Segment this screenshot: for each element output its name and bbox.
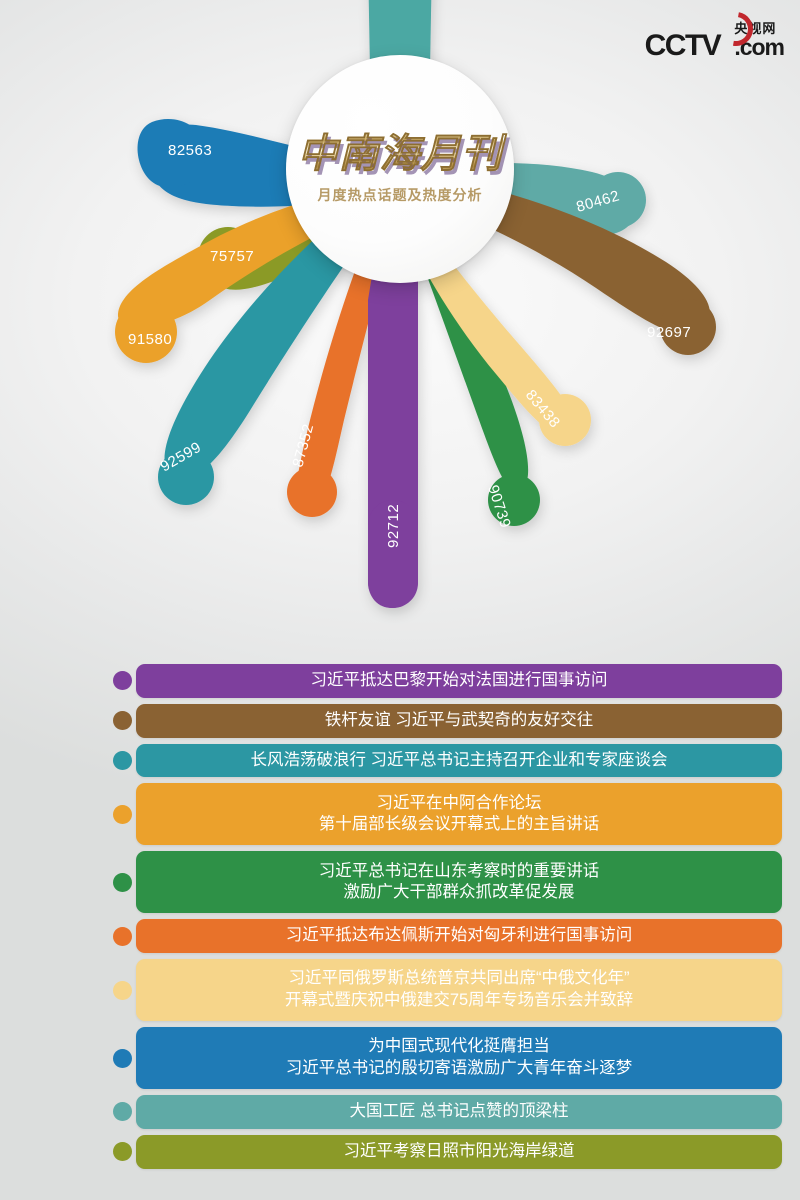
cctv-chinese-name: 央视网 (734, 21, 777, 36)
legend-bar[interactable]: 习近平抵达巴黎开始对法国进行国事访问 (136, 664, 782, 698)
petal-92599 (164, 196, 382, 480)
legend-bar[interactable]: 为中国式现代化挺膺担当 习近平总书记的殷切寄语激励广大青年奋斗逐梦 (136, 1027, 782, 1090)
legend-list: 习近平抵达巴黎开始对法国进行国事访问 铁杆友谊 习近平与武契奇的友好交往 长风浩荡破… (0, 664, 800, 1175)
petal-92712-cap (368, 500, 418, 608)
page-title: 中南海月刊 (297, 131, 503, 176)
petal-83438-cap (539, 394, 591, 446)
legend-bar[interactable]: 大国工匠 总书记点赞的顶梁柱 (136, 1095, 782, 1129)
legend-dot-icon (113, 980, 132, 1000)
legend-bar[interactable]: 习近平考察日照市阳光海岸绿道 (136, 1134, 782, 1169)
title-disc: 中南海月刊 月度热点话题及热度分析 (286, 55, 514, 283)
legend-dot-icon (113, 926, 132, 946)
legend-row[interactable]: 习近平在中阿合作论坛 第十届部长级会议开幕式上的主旨讲话 (0, 783, 800, 846)
legend-dot-icon (113, 804, 132, 824)
legend-bar[interactable]: 习近平在中阿合作论坛 第十届部长级会议开幕式上的主旨讲话 (136, 783, 782, 846)
page-subtitle: 月度热点话题及热度分析 (317, 187, 483, 203)
petal-82563-cap (137, 118, 206, 188)
petal-92599-cap (158, 449, 214, 505)
legend-row[interactable]: 习近平抵达布达佩斯开始对匈牙利进行国事访问 (0, 919, 800, 954)
legend-row[interactable]: 铁杆友谊 习近平与武契奇的友好交往 (0, 703, 800, 738)
legend-row[interactable]: 大国工匠 总书记点赞的顶梁柱 (0, 1095, 800, 1129)
petal-90739-cap (488, 474, 540, 526)
legend-bar[interactable]: 长风浩荡破浪行 习近平总书记主持召开企业和专家座谈会 (136, 743, 782, 778)
petal-value-75757: 75757 (210, 248, 254, 265)
legend-dot-icon (113, 1102, 132, 1122)
petal-value-92712: 92712 (385, 504, 402, 548)
petal-87352-cap (287, 467, 337, 517)
cctv-wordmark: CCTV (644, 29, 722, 63)
petal-value-82563: 82563 (168, 142, 212, 159)
petal-value-91580: 91580 (128, 331, 172, 348)
legend-row[interactable]: 习近平总书记在山东考察时的重要讲话 激励广大干部群众抓改革促发展 (0, 851, 800, 914)
petal-92697-cap (660, 299, 716, 355)
legend-bar[interactable]: 习近平总书记在山东考察时的重要讲话 激励广大干部群众抓改革促发展 (136, 851, 782, 914)
legend-dot-icon (113, 1142, 132, 1162)
legend-row[interactable]: 为中国式现代化挺膺担当 习近平总书记的殷切寄语激励广大青年奋斗逐梦 (0, 1027, 800, 1090)
legend-dot-icon (113, 711, 132, 731)
legend-dot-icon (113, 1048, 132, 1068)
petal-value-92697: 92697 (647, 324, 691, 341)
petal-80462-cap (590, 172, 646, 228)
legend-dot-icon (113, 750, 132, 770)
legend-dot-icon (113, 671, 132, 691)
legend-row[interactable]: 习近平抵达巴黎开始对法国进行国事访问 (0, 664, 800, 698)
legend-dot-icon (113, 872, 132, 892)
legend-row[interactable]: 长风浩荡破浪行 习近平总书记主持召开企业和专家座谈会 (0, 743, 800, 778)
petal-91580-cap (115, 301, 177, 363)
legend-row[interactable]: 习近平同俄罗斯总统普京共同出席“中俄文化年” 开幕式暨庆祝中俄建交75周年专场音… (0, 959, 800, 1022)
legend-bar[interactable]: 习近平抵达布达佩斯开始对匈牙利进行国事访问 (136, 919, 782, 954)
legend-row[interactable]: 习近平考察日照市阳光海岸绿道 (0, 1134, 800, 1169)
cctv-logo: CCTV 央视网 .com (644, 5, 785, 63)
legend-bar[interactable]: 习近平同俄罗斯总统普京共同出席“中俄文化年” 开幕式暨庆祝中俄建交75周年专场音… (136, 959, 782, 1022)
cctv-logo-right: 央视网 .com (734, 21, 785, 61)
cctv-domain: .com (734, 34, 785, 61)
legend-bar[interactable]: 铁杆友谊 习近平与武契奇的友好交往 (136, 703, 782, 738)
